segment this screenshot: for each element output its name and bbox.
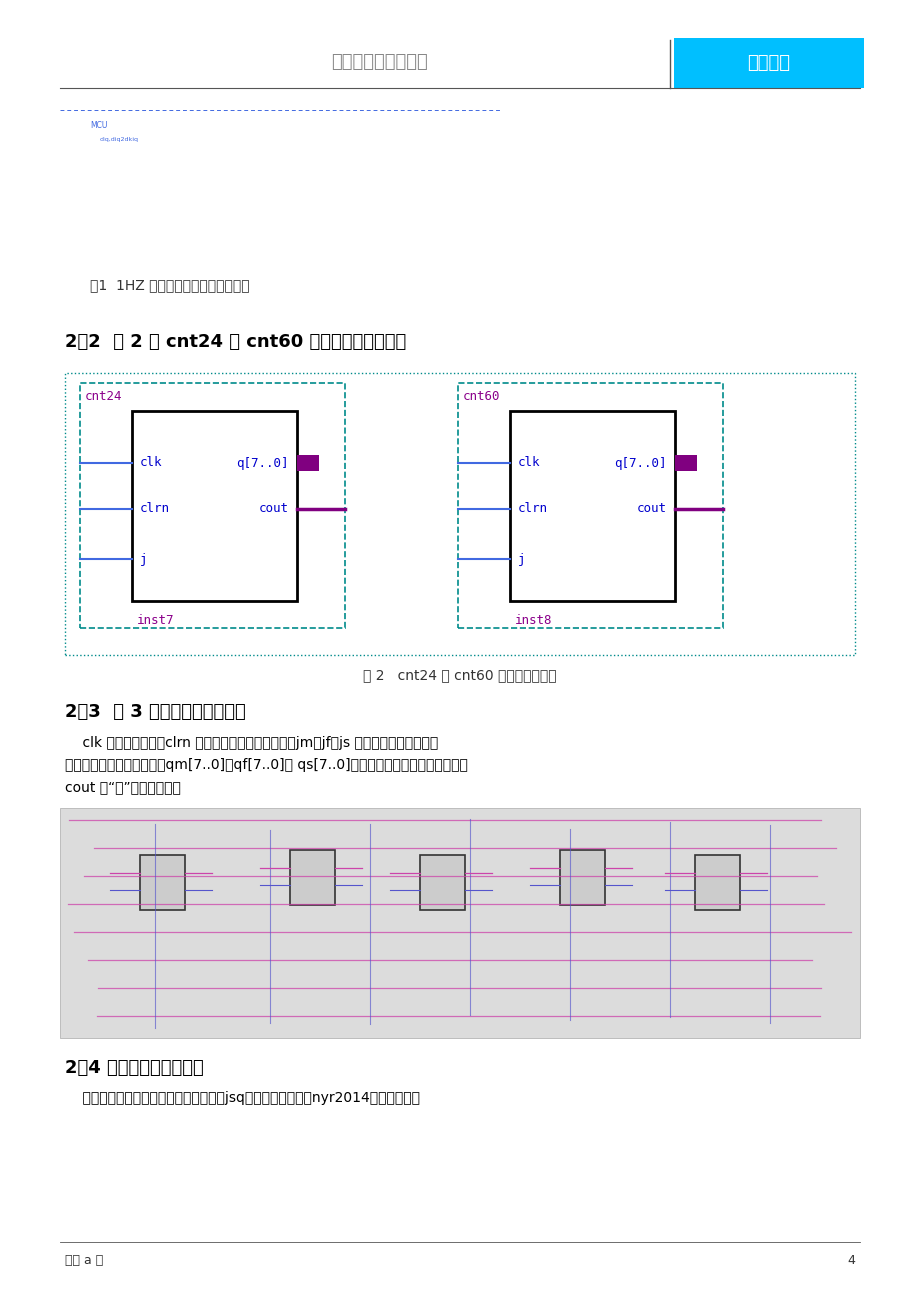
Text: j: j	[140, 552, 147, 565]
Text: MCU: MCU	[90, 121, 108, 129]
Text: cnt24: cnt24	[85, 391, 122, 404]
Bar	[420, 855, 464, 910]
Text: inst7: inst7	[137, 615, 175, 628]
Text: j: j	[517, 552, 525, 565]
Bar	[131, 411, 297, 602]
Text: clrn: clrn	[517, 503, 548, 516]
Bar	[289, 850, 335, 905]
Text: 图 2   cnt24 与 cnt60 模块的元件符号: 图 2 cnt24 与 cnt60 模块的元件符号	[363, 668, 556, 682]
Bar	[509, 411, 675, 602]
Text: 2．4 数字日历电路的设计: 2．4 数字日历电路的设计	[65, 1059, 203, 1077]
Text: 4: 4	[846, 1254, 854, 1267]
Text: 时的输入端，下降沿有效；qm[7..0]、qf[7..0]和 qs[7..0]分别是秒、分、和时的输出端；: 时的输入端，下降沿有效；qm[7..0]、qf[7..0]和 qs[7..0]分…	[65, 758, 468, 772]
Text: inst8: inst8	[515, 615, 552, 628]
Text: 仅供参考: 仅供参考	[746, 53, 789, 72]
Bar	[694, 855, 739, 910]
Text: 2．3  图 3 是计时器设计原理图: 2．3 图 3 是计时器设计原理图	[65, 703, 245, 721]
Text: cout 是“天”脉冲输出端。: cout 是“天”脉冲输出端。	[65, 780, 181, 794]
Text: cout: cout	[259, 503, 289, 516]
Text: 图1  1HZ 秒脉冲的分频模块元件符号: 图1 1HZ 秒脉冲的分频模块元件符号	[90, 279, 249, 292]
Text: clrn: clrn	[140, 503, 170, 516]
Text: cout: cout	[636, 503, 666, 516]
Text: clk: clk	[140, 457, 163, 470]
Bar	[80, 383, 345, 628]
Text: clk: clk	[517, 457, 540, 470]
Text: q[7..0]: q[7..0]	[236, 457, 289, 470]
Bar	[140, 855, 185, 910]
Text: 页眉页脚可一键删除: 页眉页脚可一键删除	[331, 53, 428, 72]
Text: 2．2  图 2 是 cnt24 与 cnt60 模块设计的元件符号: 2．2 图 2 是 cnt24 与 cnt60 模块设计的元件符号	[65, 333, 406, 352]
Bar	[674, 38, 863, 89]
Bar	[458, 383, 722, 628]
Bar	[297, 454, 319, 471]
Text: 数字电路原理图包括包括计时器模块（jsq）、年月日模块（nyr2014）、控制模块: 数字电路原理图包括包括计时器模块（jsq）、年月日模块（nyr2014）、控制模…	[65, 1091, 420, 1105]
Text: q[7..0]: q[7..0]	[614, 457, 666, 470]
Text: cnt60: cnt60	[462, 391, 500, 404]
Text: diq,diq2dkiq: diq,diq2dkiq	[100, 138, 139, 142]
Bar	[560, 850, 605, 905]
Text: clk 秒时钟输入端，clrn 清除输入端，低电平有效；jm、jf、js 分别是校秒、校分和校: clk 秒时钟输入端，clrn 清除输入端，低电平有效；jm、jf、js 分别是…	[65, 736, 437, 750]
Text: 综合 a 类: 综合 a 类	[65, 1254, 103, 1267]
Bar	[60, 809, 859, 1038]
Bar	[675, 454, 697, 471]
Bar	[65, 372, 854, 655]
